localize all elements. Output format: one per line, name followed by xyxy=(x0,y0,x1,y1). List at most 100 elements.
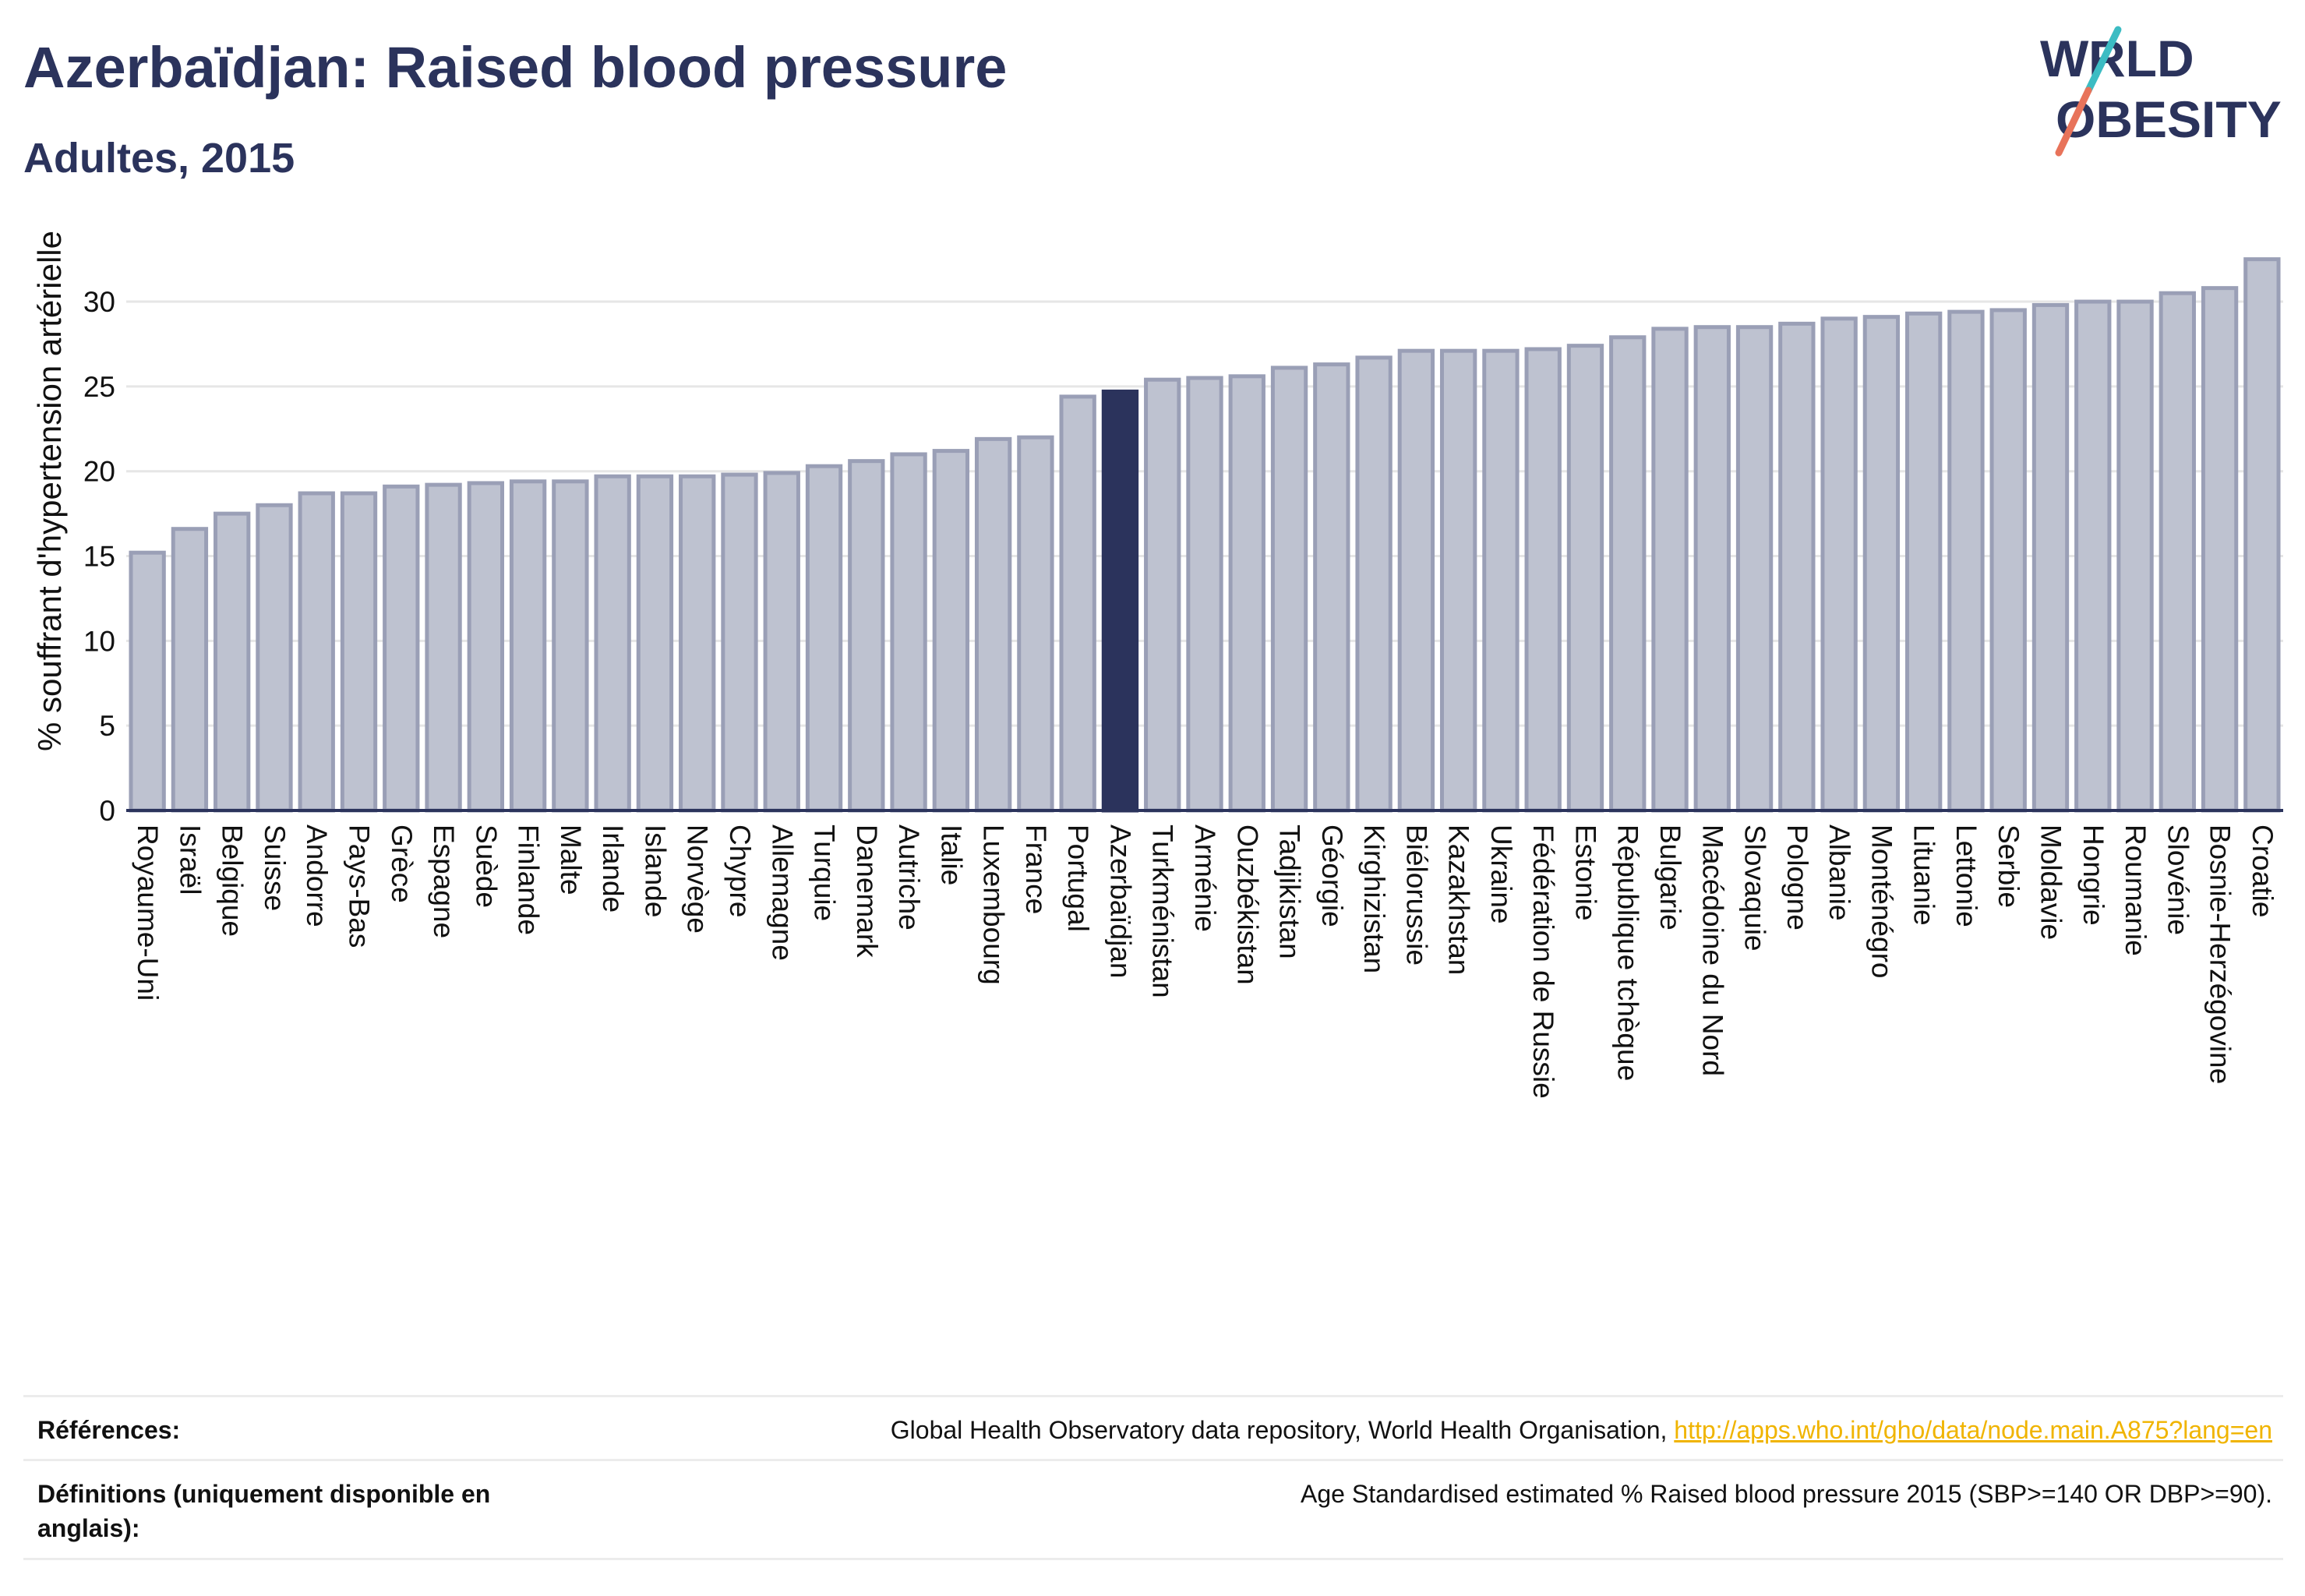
bar-norv-ge xyxy=(679,474,716,813)
x-category-label: Malte xyxy=(555,824,587,895)
bar-allemagne xyxy=(763,471,800,813)
bar-mac-doine-du-nord xyxy=(1693,325,1731,813)
x-category-label: Bosnie-Herzégovine xyxy=(2204,824,2236,1084)
x-category-label: Ouzbékistan xyxy=(1231,824,1263,985)
references-link[interactable]: http://apps.who.int/gho/data/node.main.A… xyxy=(1674,1416,2272,1444)
x-category-label: Espagne xyxy=(428,824,460,938)
x-category-label: Ukraine xyxy=(1485,824,1517,924)
bar-g-orgie xyxy=(1313,362,1350,813)
x-category-label: Allemagne xyxy=(766,824,798,961)
bar-chypre xyxy=(721,472,758,813)
x-category-label: Turquie xyxy=(809,824,841,921)
x-category-label: Lettonie xyxy=(1950,824,1982,927)
bar-royaume-uni xyxy=(129,550,166,813)
x-category-label: Slovaquie xyxy=(1739,824,1771,952)
bar-isra-l xyxy=(171,527,209,813)
y-tick-label: 30 xyxy=(83,286,115,318)
bar-serbie xyxy=(1989,308,2027,813)
x-category-label: Danemark xyxy=(851,824,883,958)
x-category-label: Grèce xyxy=(386,824,418,903)
bar-chart: 0 5 10 15 20 25 30 Royaume-Uni Israël Belgique Su… xyxy=(31,231,2283,1099)
x-category-label: Albanie xyxy=(1823,824,1855,920)
x-category-label: Belgique xyxy=(217,824,249,937)
bar-suisse xyxy=(256,503,293,813)
x-category-label: Portugal xyxy=(1062,824,1094,932)
bar-pays-bas xyxy=(340,491,378,813)
bar-espagne xyxy=(425,482,462,813)
definitions-label: Définitions (uniquement disponible en an… xyxy=(37,1480,491,1542)
bar-su-de xyxy=(467,481,505,813)
bar-bi-lorussie xyxy=(1397,348,1435,813)
bar-kazakhstan xyxy=(1439,348,1477,813)
x-category-label: Moldavie xyxy=(2035,824,2067,940)
x-category-label: Arménie xyxy=(1189,824,1221,932)
x-category-label: Pays-Bas xyxy=(344,824,376,948)
y-tick-label: 25 xyxy=(83,371,115,403)
bar-croatie xyxy=(2243,257,2281,813)
bar-bulgarie xyxy=(1651,327,1689,813)
bar-mont-n-gro xyxy=(1862,315,1901,813)
x-category-label: Kirghizistan xyxy=(1358,824,1390,973)
bar-turquie xyxy=(805,464,843,813)
y-tick-label: 0 xyxy=(99,795,115,827)
x-category-label: Bulgarie xyxy=(1654,824,1686,930)
x-axis-category-labels: Royaume-Uni Israël Belgique Suisse Andorre Pa… xyxy=(132,824,2279,1099)
bar-arm-nie xyxy=(1186,376,1223,813)
svg-text:OBESITY: OBESITY xyxy=(2056,90,2282,148)
x-category-label: République tchèque xyxy=(1612,824,1644,1081)
x-category-label: Serbie xyxy=(1993,824,2024,908)
svg-text:W: W xyxy=(2040,30,2089,87)
y-tick-label: 5 xyxy=(99,710,115,742)
bar-tadjikistan xyxy=(1270,365,1308,813)
bar-belgique xyxy=(214,511,251,813)
bar-pologne xyxy=(1778,321,1816,813)
bar-malte xyxy=(552,479,589,813)
bar-azerba-djan xyxy=(1101,389,1139,813)
x-category-label: Azerbaïdjan xyxy=(1104,824,1136,978)
bar-bosnie-herz-govine xyxy=(2201,286,2239,813)
references-row: Références: Global Health Observatory da… xyxy=(23,1395,2283,1461)
x-category-label: Pologne xyxy=(1781,824,1813,930)
x-category-label: France xyxy=(1020,824,1052,914)
x-category-label: Biélorussie xyxy=(1400,824,1432,966)
bar-r-publique-tch-que xyxy=(1609,335,1647,813)
x-category-label: Norvège xyxy=(682,824,714,934)
x-category-label: Italie xyxy=(935,824,967,885)
bar-islande xyxy=(636,474,674,813)
bars xyxy=(129,257,2281,813)
bar-france xyxy=(1017,435,1054,813)
bar-estonie xyxy=(1566,344,1604,813)
bar-andorre xyxy=(298,491,335,813)
x-category-label: Estonie xyxy=(1569,824,1601,920)
x-category-label: Irlande xyxy=(597,824,629,913)
x-category-label: Macédoine du Nord xyxy=(1696,824,1728,1076)
x-category-label: Kazakhstan xyxy=(1443,824,1475,975)
bar-f-d-ration-de-russie xyxy=(1524,347,1562,813)
x-category-label: Slovénie xyxy=(2162,824,2194,935)
x-category-label: Suisse xyxy=(259,824,291,911)
bar-autriche xyxy=(890,452,927,813)
x-category-label: Israël xyxy=(174,824,206,895)
y-tick-label: 20 xyxy=(83,456,115,488)
bar-turkm-nistan xyxy=(1144,377,1181,813)
y-tick-label: 10 xyxy=(83,625,115,657)
world-obesity-logo: W RLD OBESITY xyxy=(2040,26,2282,157)
definitions-row: Définitions (uniquement disponible en an… xyxy=(23,1459,2283,1560)
x-category-label: Chypre xyxy=(724,824,756,917)
bar-luxembourg xyxy=(974,436,1012,813)
x-category-label: Royaume-Uni xyxy=(132,824,164,1001)
bar-albanie xyxy=(1820,316,1858,813)
x-category-label: Finlande xyxy=(513,824,545,935)
x-category-label: Andorre xyxy=(301,824,333,927)
x-category-label: Luxembourg xyxy=(978,824,1010,985)
references-label: Références: xyxy=(37,1416,181,1444)
x-category-label: Hongrie xyxy=(2077,824,2109,926)
x-category-label: Croatie xyxy=(2247,824,2279,917)
y-axis-ticks: 0 5 10 15 20 25 30 xyxy=(83,286,115,827)
x-category-label: Roumanie xyxy=(2120,824,2151,956)
definitions-value: Age Standardised estimated % Raised bloo… xyxy=(1301,1480,2272,1508)
x-category-label: Islande xyxy=(639,824,671,917)
references-value: Global Health Observatory data repositor… xyxy=(891,1413,2272,1447)
bar-ouzb-kistan xyxy=(1228,374,1265,813)
bar-slov-nie xyxy=(2159,291,2196,813)
